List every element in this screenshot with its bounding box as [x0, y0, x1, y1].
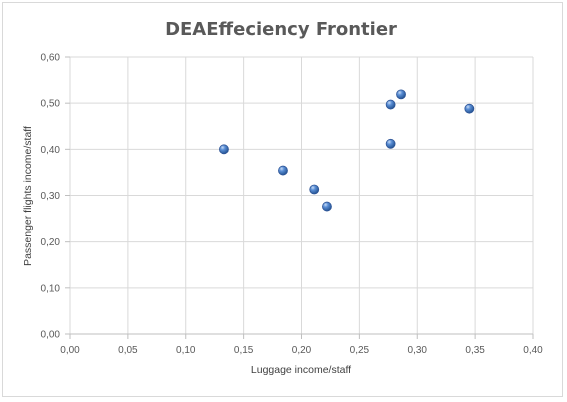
data-point [396, 89, 406, 100]
x-tick-label: 0,15 [234, 345, 254, 356]
chart-title: DEAEffeciency Frontier [165, 19, 397, 40]
x-tick-label: 0,40 [523, 345, 543, 356]
x-tick-label: 0,35 [465, 345, 485, 356]
y-tick-label: 0,40 [41, 145, 61, 156]
data-point [219, 144, 229, 155]
y-tick-label: 0,00 [41, 330, 61, 341]
data-point [278, 165, 288, 176]
y-axis-label: Passenger flights income/staff [22, 126, 34, 266]
gridlines [69, 56, 534, 335]
y-tick-label: 0,20 [41, 237, 61, 248]
y-axis-ticks: 0,00 0,10 0,20 0,30 0,40 0,50 0,60 [41, 53, 70, 341]
x-tick-label: 0,20 [292, 345, 312, 356]
y-tick-label: 0,30 [41, 191, 61, 202]
y-tick-label: 0,50 [41, 99, 61, 110]
data-point [322, 201, 332, 212]
x-tick-label: 0,25 [350, 345, 370, 356]
x-tick-label: 0,05 [118, 345, 138, 356]
data-point [309, 184, 320, 195]
data-point [385, 99, 396, 110]
y-tick-label: 0,60 [41, 53, 61, 64]
x-tick-label: 0,30 [408, 345, 428, 356]
chart-frame [2, 2, 563, 397]
x-axis-label: Luggage income/staff [251, 364, 351, 376]
data-point [385, 138, 396, 149]
data-points [219, 89, 475, 212]
data-point [464, 103, 475, 114]
x-axis-ticks: 0,00 0,05 0,10 0,15 0,20 0,25 0,30 0,35 0,40 [60, 334, 543, 356]
x-tick-label: 0,10 [176, 345, 196, 356]
y-tick-label: 0,10 [41, 283, 61, 294]
x-tick-label: 0,00 [60, 345, 80, 356]
